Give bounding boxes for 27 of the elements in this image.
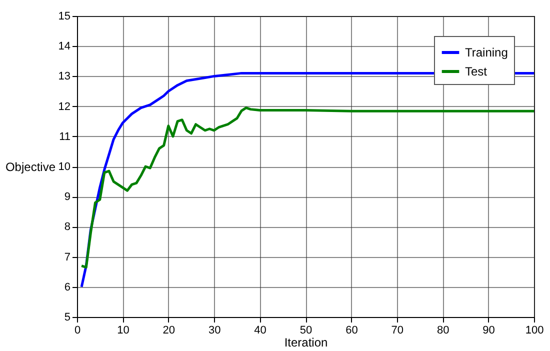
x-tick-label: 30 — [208, 324, 221, 336]
legend-label: Training — [465, 46, 508, 60]
y-tick-label: 15 — [58, 10, 70, 22]
x-tick-label: 10 — [117, 324, 130, 336]
x-tick-label: 90 — [482, 324, 495, 336]
y-tick-label: 8 — [64, 221, 70, 234]
legend-label: Test — [465, 64, 488, 78]
y-axis-title: Objective — [5, 160, 56, 174]
y-tick-label: 12 — [58, 100, 70, 113]
y-tick-label: 9 — [64, 191, 70, 204]
x-tick-label: 80 — [436, 324, 450, 336]
x-axis-title: Iteration — [284, 336, 328, 350]
y-tick-label: 7 — [64, 251, 70, 264]
y-tick-label: 5 — [64, 312, 70, 324]
line-series — [80, 106, 534, 269]
x-tick-label: 100 — [525, 324, 544, 336]
x-tick-label: 40 — [254, 324, 266, 336]
x-tick-label: 20 — [162, 324, 176, 336]
y-tick-label: 6 — [64, 281, 70, 294]
y-tick-label: 13 — [58, 70, 70, 83]
x-tick-label: 60 — [346, 324, 358, 336]
y-tick-label: 14 — [58, 40, 70, 53]
y-tick-label: 10 — [58, 161, 70, 173]
x-tick-label: 50 — [300, 324, 312, 336]
x-tick-label: 70 — [391, 324, 404, 336]
y-tick-label: 11 — [59, 130, 70, 143]
x-tick-label: 0 — [74, 324, 81, 336]
